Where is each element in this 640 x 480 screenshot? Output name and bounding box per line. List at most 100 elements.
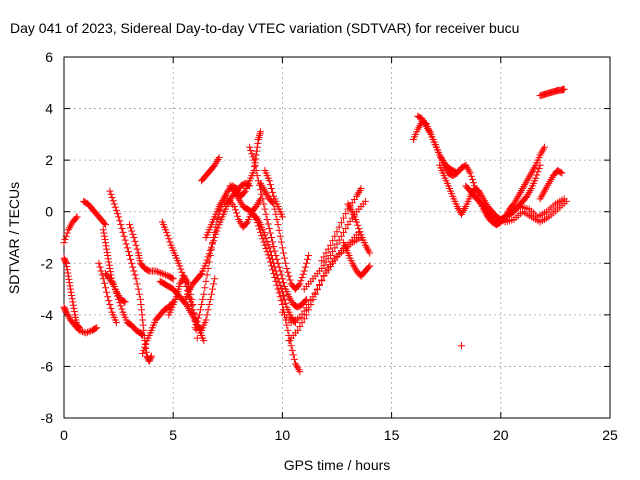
series-arc25 <box>300 197 369 293</box>
data-point <box>204 306 212 314</box>
data-point <box>131 271 139 279</box>
data-point <box>253 143 261 151</box>
series-arc9 <box>126 221 177 283</box>
data-point <box>169 275 177 283</box>
data-point <box>123 244 131 252</box>
data-point <box>140 346 148 354</box>
y-tick-label: 0 <box>45 204 53 220</box>
y-axis-label: SDTVAR / TECUs <box>6 182 22 294</box>
data-point <box>73 213 81 221</box>
x-tick-label: 0 <box>60 427 68 443</box>
data-point <box>302 311 310 319</box>
data-point <box>106 268 114 276</box>
data-point <box>201 284 209 292</box>
data-point <box>470 179 477 187</box>
data-point <box>275 226 283 234</box>
data-point <box>191 324 199 332</box>
data-point <box>105 297 113 305</box>
data-point <box>177 265 185 273</box>
data-point <box>107 304 115 312</box>
data-point <box>68 295 76 303</box>
data-point <box>301 263 309 271</box>
data-point <box>198 301 206 309</box>
data-point <box>127 224 135 232</box>
data-point <box>333 240 341 248</box>
data-point <box>67 285 75 293</box>
data-point <box>200 337 208 345</box>
data-point <box>260 200 268 208</box>
data-point <box>234 212 242 220</box>
data-point <box>259 195 267 203</box>
data-point <box>112 319 120 327</box>
series-arc34 <box>492 197 570 226</box>
series-arc4 <box>80 197 109 229</box>
data-point <box>147 353 155 361</box>
data-point <box>85 328 93 336</box>
data-point <box>66 282 74 290</box>
data-point <box>101 284 109 292</box>
data-point <box>337 219 345 227</box>
chart-title: Day 041 of 2023, Sidereal Day-to-day VTE… <box>10 20 519 36</box>
data-point <box>187 298 195 306</box>
data-point <box>265 177 273 185</box>
data-point <box>116 217 124 225</box>
data-point <box>63 229 71 237</box>
data-point <box>160 270 168 278</box>
data-point <box>181 279 189 287</box>
data-point <box>361 197 369 205</box>
data-point <box>202 277 210 285</box>
data-point <box>128 259 136 267</box>
data-point <box>121 236 129 244</box>
data-point <box>124 248 132 256</box>
series-arc36 <box>536 166 566 203</box>
data-point <box>64 272 72 280</box>
data-point <box>335 236 343 244</box>
series-arc1 <box>60 213 81 247</box>
data-point <box>329 237 337 245</box>
data-point <box>128 227 136 235</box>
data-point <box>131 237 139 245</box>
data-point <box>100 219 108 227</box>
series-arc7 <box>95 259 120 327</box>
data-point <box>269 188 277 196</box>
data-point <box>118 224 126 232</box>
data-point <box>331 232 339 240</box>
data-point <box>130 267 138 275</box>
series-arc28 <box>344 200 374 257</box>
data-point <box>276 232 284 240</box>
data-point <box>139 321 147 329</box>
data-point <box>191 313 199 321</box>
data-point <box>252 166 260 174</box>
data-point <box>137 301 145 309</box>
data-point <box>111 203 119 211</box>
data-point <box>257 128 265 136</box>
data-point <box>142 340 150 348</box>
data-point <box>275 278 283 286</box>
data-point <box>299 270 307 278</box>
data-point <box>129 230 137 238</box>
data-point <box>230 203 238 211</box>
series-outlier <box>457 342 465 350</box>
data-point <box>311 290 319 298</box>
data-point <box>298 319 306 327</box>
data-point <box>178 268 186 276</box>
data-point <box>98 271 106 279</box>
data-point <box>266 181 274 189</box>
data-point <box>270 259 278 267</box>
data-point <box>63 266 71 274</box>
data-point <box>276 281 284 289</box>
data-point <box>337 232 345 240</box>
data-point <box>282 259 290 267</box>
data-point <box>101 239 109 247</box>
data-point <box>248 150 256 158</box>
data-point <box>204 264 212 272</box>
data-point <box>195 311 203 319</box>
series-arc21 <box>257 179 313 293</box>
data-point <box>277 238 285 246</box>
data-point <box>190 310 198 318</box>
data-point <box>288 346 296 354</box>
y-tick-label: -2 <box>41 255 54 271</box>
data-point <box>62 258 70 266</box>
data-point <box>133 245 141 253</box>
